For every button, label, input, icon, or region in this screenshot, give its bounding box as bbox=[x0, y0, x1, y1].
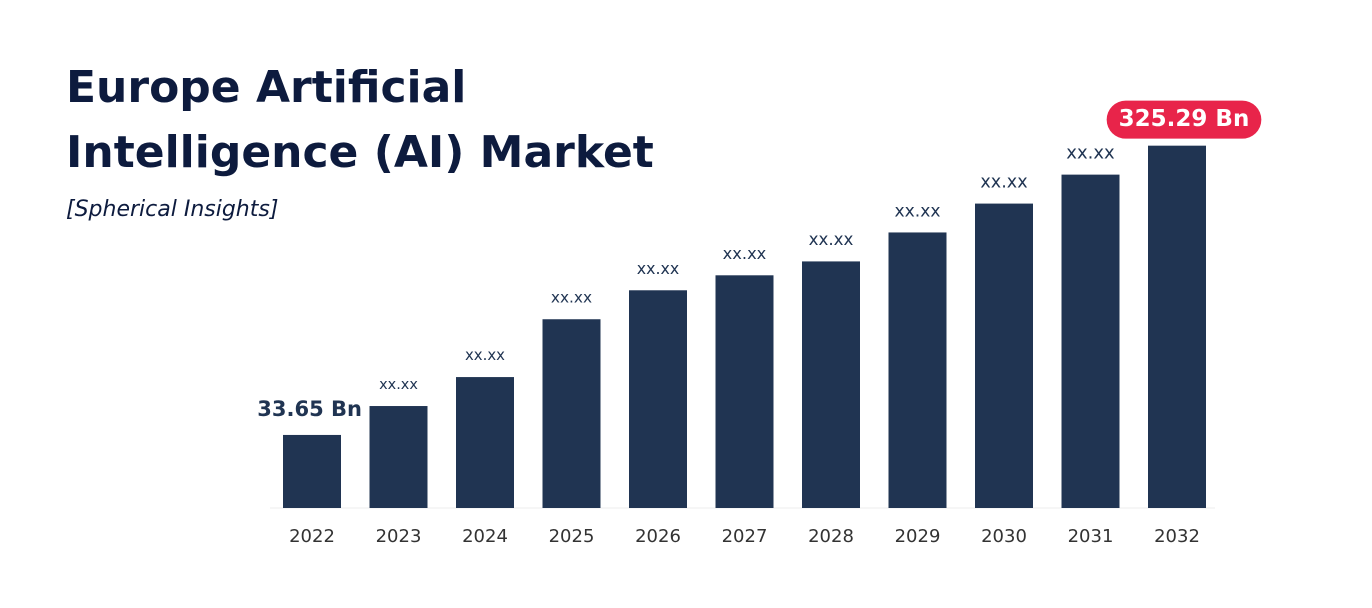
x-tick-label: 2032 bbox=[1154, 526, 1200, 547]
x-tick-label: 2022 bbox=[289, 526, 335, 547]
chart-subtitle: [Spherical Insights] bbox=[66, 197, 278, 222]
bar bbox=[542, 319, 601, 508]
bar bbox=[802, 261, 860, 508]
bar bbox=[629, 290, 687, 508]
bar bbox=[456, 377, 514, 508]
value-label: xx.xx bbox=[894, 201, 940, 221]
x-tick-label: 2028 bbox=[808, 526, 854, 547]
value-label: xx.xx bbox=[809, 229, 854, 249]
x-tick-label: 2027 bbox=[722, 526, 768, 547]
bar bbox=[715, 275, 774, 508]
value-label: xx.xx bbox=[551, 289, 592, 307]
x-tick-label: 2024 bbox=[462, 526, 508, 547]
bar bbox=[975, 203, 1033, 508]
value-label: xx.xx bbox=[980, 173, 1027, 193]
x-tick-label: 2023 bbox=[376, 526, 422, 547]
x-tick-label: 2026 bbox=[635, 526, 681, 547]
bar bbox=[369, 406, 428, 508]
bar bbox=[1061, 174, 1120, 509]
x-tick-label: 2030 bbox=[981, 526, 1027, 547]
value-label: 325.29 Bn bbox=[1119, 106, 1250, 132]
value-label: xx.xx bbox=[723, 244, 767, 263]
value-label: xx.xx bbox=[465, 346, 505, 364]
x-tick-label: 2025 bbox=[549, 526, 595, 547]
value-label: 33.65 Bn bbox=[257, 397, 362, 421]
bar bbox=[888, 232, 947, 508]
bar bbox=[1148, 145, 1206, 508]
x-tick-label: 2029 bbox=[895, 526, 941, 547]
value-label-pill bbox=[1106, 100, 1262, 139]
value-label: xx.xx bbox=[637, 259, 679, 278]
chart-title: Europe Artificial bbox=[66, 62, 466, 113]
value-label: xx.xx bbox=[379, 377, 418, 393]
chart-title: Intelligence (AI) Market bbox=[66, 127, 654, 178]
value-label: xx.xx bbox=[1066, 143, 1115, 164]
bar bbox=[283, 434, 341, 508]
x-tick-label: 2031 bbox=[1068, 526, 1114, 547]
